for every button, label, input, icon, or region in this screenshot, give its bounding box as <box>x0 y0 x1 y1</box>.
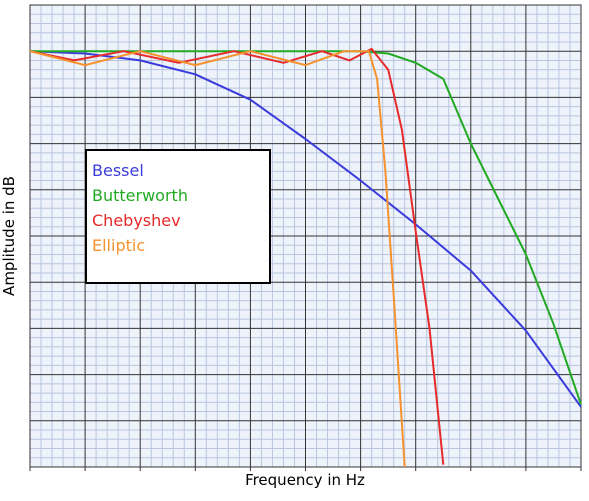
legend-label: Elliptic <box>92 236 145 255</box>
legend: Bessel Butterworth Chebyshev Elliptic <box>85 149 271 284</box>
y-axis-label: Amplitude in dB <box>0 176 18 296</box>
legend-label: Bessel <box>92 161 144 180</box>
legend-label: Butterworth <box>92 186 188 205</box>
legend-label: Chebyshev <box>92 211 181 230</box>
x-axis-label: Frequency in Hz <box>245 471 365 489</box>
plot-border <box>29 4 582 468</box>
series-line <box>29 50 582 408</box>
legend-box <box>85 149 271 284</box>
series-line <box>29 50 406 468</box>
